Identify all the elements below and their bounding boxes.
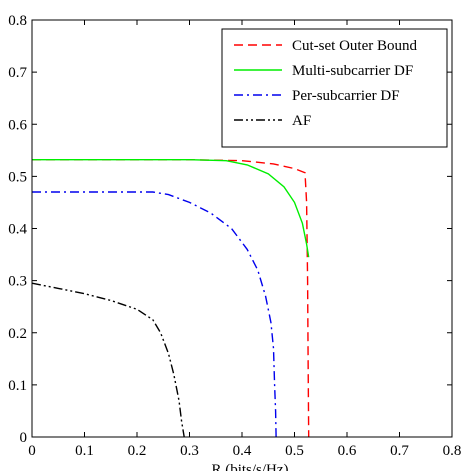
legend-label-1: Multi-subcarrier DF [292, 63, 413, 79]
y-tick-label-2: 0.2 [8, 326, 27, 342]
ticks-layer: 0 0.1 0.2 0.3 0.4 0.5 0.6 0.7 0.8 0 0.1 0.2 0.3 0.4 0.… [8, 13, 461, 459]
y-tick-label-3: 0.3 [8, 274, 27, 290]
x-axis-title-suffix: (bits/s/Hz) [221, 462, 288, 471]
y-tick-label-4: 0.4 [8, 222, 27, 238]
y-tick-label-5: 0.5 [8, 169, 27, 185]
y-tick-label-1: 0.1 [8, 378, 27, 394]
x-axis-title-main: R [211, 462, 221, 471]
series-line-0 [32, 159, 310, 438]
y-tick-label-8: 0.8 [8, 13, 27, 29]
x-tick-label-7: 0.7 [390, 443, 409, 459]
x-tick-label-0: 0 [28, 443, 36, 459]
x-tick-label-3: 0.3 [180, 443, 199, 459]
x-tick-label-5: 0.5 [285, 443, 304, 459]
x-axis-title: R (bits/s/Hz) [211, 462, 288, 471]
legend: Cut-set Outer Bound Multi-subcarrier DF Pe… [221, 28, 448, 148]
x-tick-label-2: 0.2 [128, 443, 147, 459]
x-tick-label-8: 0.8 [443, 443, 462, 459]
legend-label-0: Cut-set Outer Bound [292, 38, 417, 54]
curves-layer [31, 159, 310, 438]
y-tick-label-7: 0.7 [8, 65, 27, 81]
y-tick-label-0: 0 [20, 430, 28, 446]
x-tick-label-4: 0.4 [233, 443, 252, 459]
series-line-3 [31, 282, 185, 438]
x-tick-label-1: 0.1 [75, 443, 94, 459]
series-line-2 [32, 191, 277, 438]
legend-box [221, 28, 448, 148]
legend-label-2: Per-subcarrier DF [292, 88, 400, 104]
y-tick-label-6: 0.6 [8, 117, 27, 133]
series-line-1 [32, 159, 310, 258]
legend-label-3: AF [292, 113, 311, 129]
x-tick-label-6: 0.6 [338, 443, 357, 459]
